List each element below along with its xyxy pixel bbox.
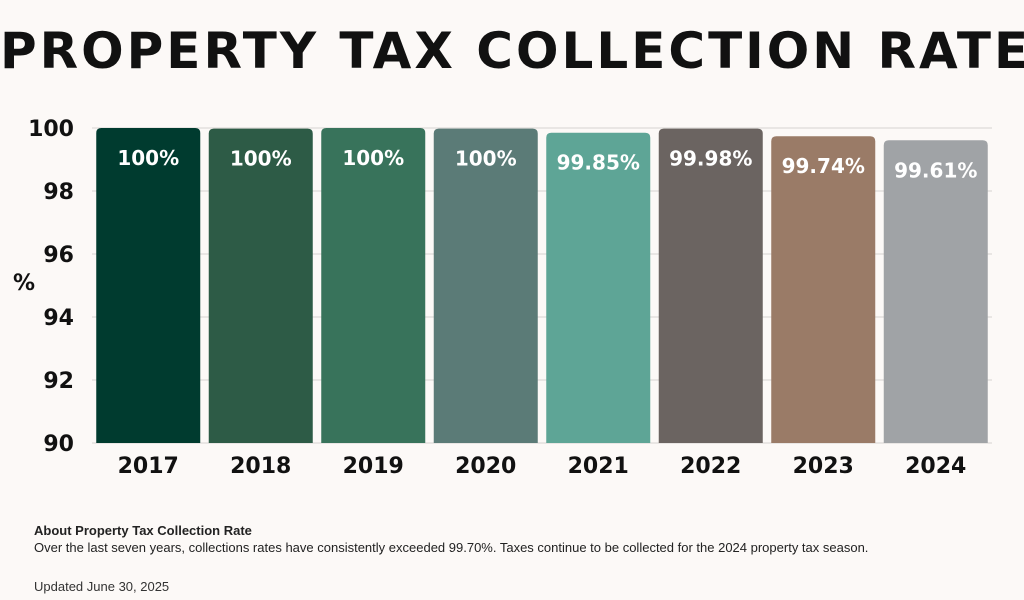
data-label: 99.85% — [557, 151, 640, 175]
y-tick-label: 100 — [28, 117, 74, 142]
x-tick-label: 2018 — [230, 454, 291, 479]
y-tick-label: 94 — [43, 306, 74, 331]
data-label: 100% — [117, 146, 179, 170]
y-tick-label: 96 — [43, 243, 74, 268]
y-tick-label: 98 — [43, 180, 74, 205]
x-tick-label: 2024 — [905, 454, 966, 479]
data-labels: 100% 100% 100% 100% 99.85% 99.98% 99.74% 99.61% — [117, 146, 977, 182]
data-label: 99.98% — [669, 147, 752, 171]
x-tick-label: 2017 — [118, 454, 179, 479]
x-tick-label: 2023 — [793, 454, 854, 479]
bar-2020 — [433, 128, 538, 443]
x-tick-label: 2021 — [568, 454, 629, 479]
page-title: PROPERTY TAX COLLECTION RATE — [0, 22, 1024, 80]
bar-2021 — [546, 132, 651, 443]
y-axis-ticks: 90 92 94 96 98 100 — [28, 117, 74, 457]
data-label: 100% — [230, 147, 292, 171]
x-tick-label: 2020 — [455, 454, 516, 479]
data-label: 100% — [455, 147, 517, 171]
about-title: About Property Tax Collection Rate — [34, 523, 252, 538]
y-tick-label: 90 — [43, 432, 74, 457]
data-label: 99.74% — [782, 154, 865, 178]
about-section: About Property Tax Collection Rate Over … — [34, 522, 1004, 556]
data-label: 100% — [342, 146, 404, 170]
y-axis-label: % — [13, 271, 35, 296]
x-tick-label: 2022 — [680, 454, 741, 479]
bar-2024 — [883, 140, 988, 443]
bar-2022 — [658, 128, 763, 443]
bar-2017 — [96, 128, 201, 443]
bar-2018 — [208, 128, 313, 443]
y-tick-label: 92 — [43, 369, 74, 394]
x-axis-ticks: 2017 2018 2019 2020 2021 2022 2023 2024 — [118, 454, 967, 479]
about-text: Over the last seven years, collections r… — [34, 540, 869, 555]
bar-2019 — [321, 128, 426, 443]
x-tick-label: 2019 — [343, 454, 404, 479]
bar-2023 — [771, 136, 876, 443]
bars — [96, 128, 988, 443]
updated-date: Updated June 30, 2025 — [34, 579, 170, 594]
data-label: 99.61% — [894, 158, 977, 182]
